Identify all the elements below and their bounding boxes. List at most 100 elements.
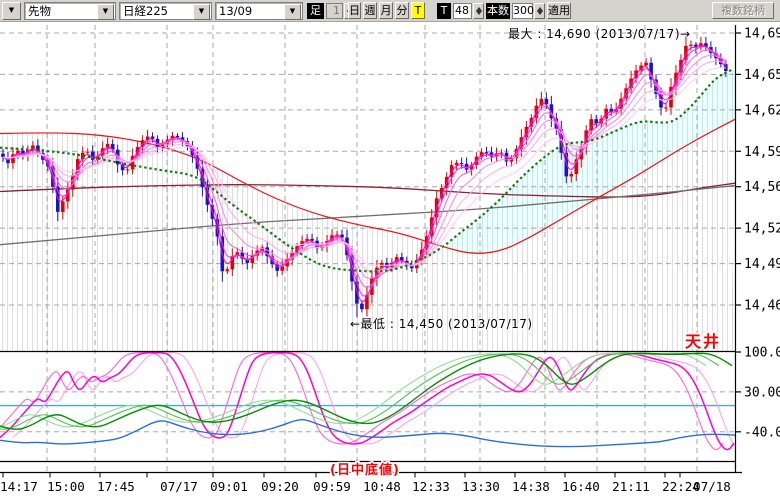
oscillator-tick-label: -40.00 — [744, 425, 780, 440]
candle — [120, 159, 125, 176]
candle — [11, 147, 15, 169]
candle — [569, 171, 574, 183]
price-tick-label: 14,690 — [744, 27, 780, 42]
instrument-type-select[interactable]: 先物 ▼ — [24, 2, 116, 20]
candle — [360, 300, 364, 313]
ribbon-ma-line — [2, 45, 727, 297]
tick-value-stepper[interactable] — [473, 3, 484, 19]
candle — [619, 92, 623, 115]
period-week-button[interactable]: 週 — [363, 2, 377, 19]
period-day-button[interactable]: 日 — [348, 2, 361, 19]
time-axis-label: 15:00 — [47, 479, 85, 494]
time-axis-label: 14:38 — [512, 479, 550, 494]
spin-up-icon[interactable] — [537, 7, 543, 11]
multi-symbol-button[interactable]: 複数銘柄 — [712, 2, 774, 19]
candle — [105, 137, 110, 155]
dark-red-ma-line — [0, 182, 736, 198]
chevron-down-icon[interactable]: ▼ — [97, 4, 114, 20]
apply-button[interactable]: 適用 — [547, 2, 571, 19]
interval-input[interactable]: 1 — [326, 3, 343, 19]
chart-style-dropdown[interactable]: ▼ — [2, 2, 21, 20]
price-tick-label: 14,525 — [744, 222, 780, 237]
spin-up-icon[interactable] — [476, 7, 482, 11]
candle — [669, 78, 673, 115]
candle — [489, 146, 494, 162]
candle — [365, 286, 369, 317]
bar-count-input[interactable]: 3000 — [512, 3, 541, 19]
time-axis-label: 07/17 — [160, 479, 198, 494]
spin-down-icon[interactable] — [476, 11, 482, 15]
axes-layer: 14,690 14,655 14,625 14,590 14,560 14,525 14,4… — [0, 25, 780, 494]
candle — [235, 247, 240, 259]
instrument-value: 日経225 — [123, 4, 168, 18]
candle — [56, 177, 60, 222]
candle — [1, 149, 5, 162]
gray-ma-line — [0, 184, 736, 246]
candle — [539, 91, 544, 110]
candle — [544, 92, 549, 110]
candle — [659, 87, 663, 116]
stochastic-blue-line — [0, 419, 736, 448]
green-dotted-ma-line — [0, 68, 733, 273]
instrument-select[interactable]: 日経225 ▼ — [119, 2, 212, 20]
candle — [400, 252, 404, 265]
candle — [694, 42, 698, 54]
period-tick-button[interactable]: T — [411, 2, 425, 19]
candle — [574, 152, 579, 182]
time-axis-label: 16:40 — [562, 479, 600, 494]
candle — [66, 182, 70, 209]
candle — [280, 259, 284, 275]
candle — [469, 161, 474, 176]
candle — [275, 260, 279, 277]
toolbar: ▼ 先物 ▼ 日経225 ▼ 13/09 ▼ 足 1 日 週 月 分 T T 4… — [0, 0, 780, 22]
below-envelope-hatch — [0, 123, 735, 351]
time-axis-label: 07/18 — [693, 479, 731, 494]
price-chart-canvas[interactable]: 14,690 14,655 14,625 14,590 14,560 14,525 14,4… — [0, 22, 780, 500]
time-axis-label: 21:11 — [612, 479, 650, 494]
gridline-layer — [0, 25, 735, 473]
contract-month-select[interactable]: 13/09 ▼ — [215, 2, 303, 20]
envelope-fill-layer — [0, 69, 735, 351]
price-tick-label: 14,560 — [744, 180, 780, 195]
candle — [594, 114, 598, 128]
period-month-button[interactable]: 月 — [379, 2, 393, 19]
bar-count-stepper[interactable] — [534, 3, 545, 19]
instrument-type-value: 先物 — [28, 4, 51, 18]
price-tick-label: 14,625 — [744, 103, 780, 118]
annotation-session-high: 最大 : 14,690 (2013/07/17)→ — [508, 27, 691, 41]
time-axis-label: 09:59 — [313, 479, 351, 494]
price-tick-label: 14,495 — [744, 257, 780, 272]
price-tick-label: 14,460 — [744, 299, 780, 314]
candle — [459, 157, 464, 169]
candle — [704, 36, 708, 52]
tick-setting-label: T — [437, 3, 451, 19]
spin-down-icon[interactable] — [537, 11, 543, 15]
stochastic-green-line — [0, 352, 733, 430]
time-axis-label: 10:48 — [363, 479, 401, 494]
time-axis-label: 12:33 — [412, 479, 450, 494]
contract-month-value: 13/09 — [219, 4, 253, 18]
stochastic-green-line — [0, 352, 707, 428]
time-axis-label: 17:45 — [97, 479, 135, 494]
candle — [230, 248, 235, 276]
stochastic-green-line — [0, 352, 720, 430]
tick-value-input[interactable]: 48 — [453, 3, 472, 19]
chevron-down-icon[interactable]: ▼ — [284, 4, 301, 20]
oscillator-layer — [0, 352, 736, 451]
ma-ribbon-layer — [2, 44, 727, 303]
candle — [21, 145, 25, 160]
candle — [689, 40, 693, 51]
annotation-intraday-bottom: (日中底値) — [330, 462, 400, 478]
candle — [265, 241, 269, 264]
candle — [664, 103, 668, 112]
candle — [240, 246, 245, 265]
oscillator-tick-label: 30.00 — [744, 385, 780, 400]
candle — [549, 95, 554, 128]
chevron-down-icon[interactable]: ▼ — [193, 4, 210, 20]
ma-spread-cyan-fill — [445, 69, 735, 255]
candle — [195, 147, 200, 176]
period-minute-button[interactable]: 分 — [395, 2, 409, 19]
oscillator-tick-label: 100.00 — [744, 346, 780, 361]
annotation-ceiling: 天井 — [685, 332, 721, 351]
